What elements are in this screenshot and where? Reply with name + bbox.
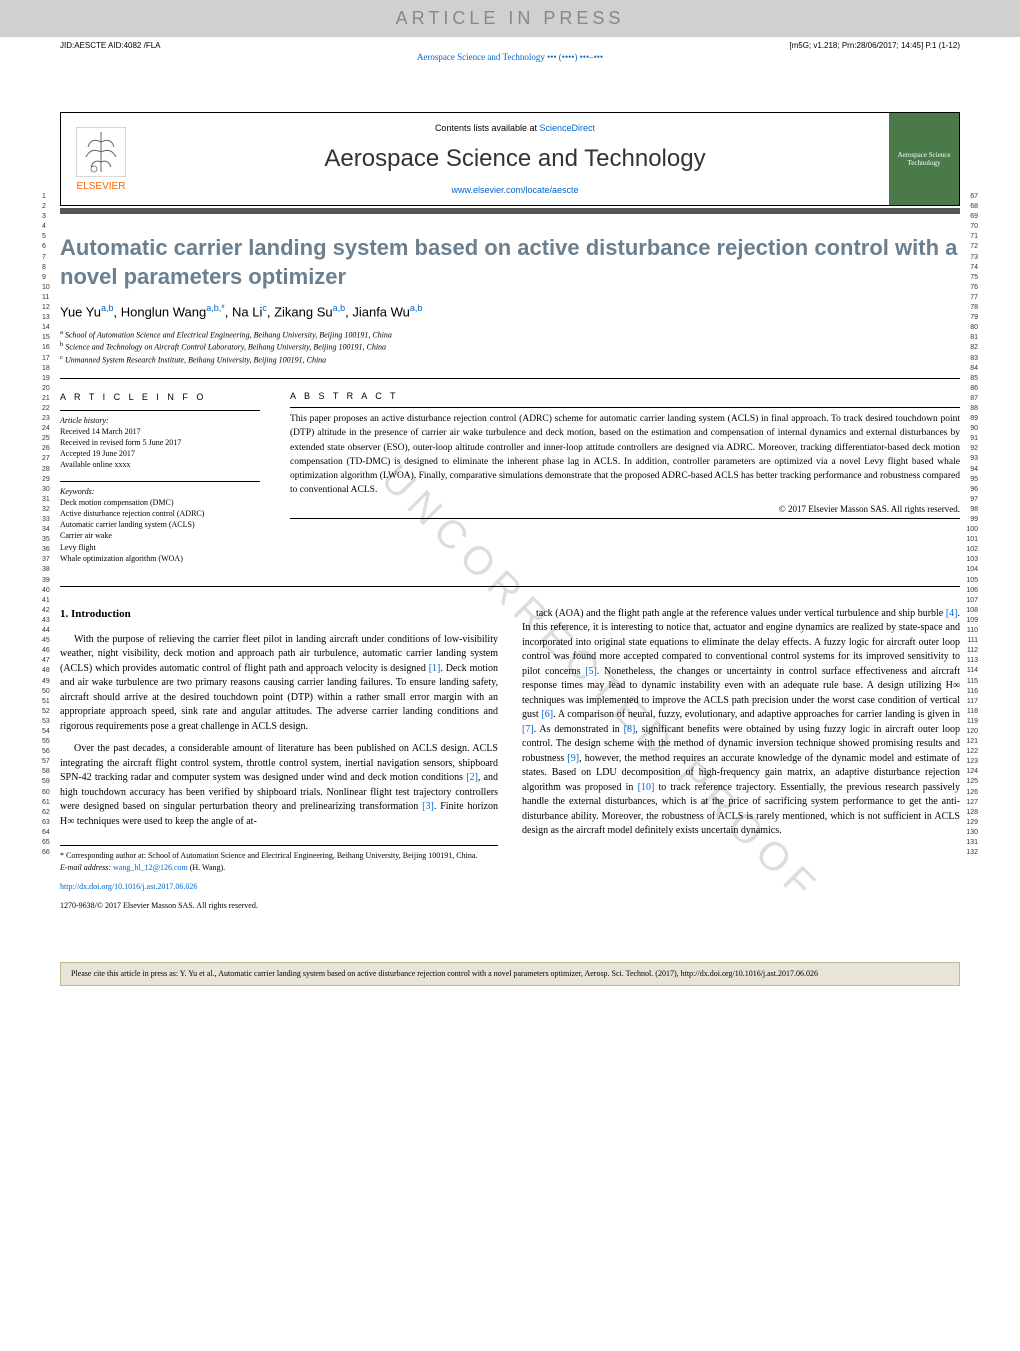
accepted: Accepted 19 June 2017 (60, 448, 260, 459)
intro-heading: 1. Introduction (60, 607, 498, 623)
article-info-header: A R T I C L E I N F O (60, 391, 260, 404)
email-link[interactable]: wang_hl_12@126.com (113, 863, 188, 872)
doi-line: http://dx.doi.org/10.1016/j.ast.2017.06.… (60, 881, 498, 893)
abstract-text: This paper proposes an active disturbanc… (290, 412, 960, 498)
journal-name: Aerospace Science and Technology (151, 145, 879, 173)
divider (60, 378, 960, 379)
journal-center: Contents lists available at ScienceDirec… (141, 113, 889, 205)
affiliations: a School of Automation Science and Elect… (60, 328, 960, 367)
history-block: Article history: Received 14 March 2017 … (60, 410, 260, 471)
cover-text: Aerospace Science Technology (889, 147, 959, 172)
history-label: Article history: (60, 415, 260, 426)
received: Received 14 March 2017 (60, 426, 260, 437)
cite-box: Please cite this article in press as: Y.… (60, 962, 960, 986)
right-column: tack (AOA) and the flight path angle at … (522, 607, 960, 912)
elsevier-logo: ELSEVIER (61, 113, 141, 205)
body-columns: 1. Introduction With the purpose of reli… (60, 607, 960, 912)
m5g: [m5G; v1.218; Prn:28/06/2017; 14:45] P.1… (789, 41, 960, 50)
corr-author: * Corresponding author at: School of Aut… (60, 850, 498, 861)
keywords-label: Keywords: (60, 486, 260, 497)
elsevier-text: ELSEVIER (77, 181, 126, 192)
revised: Received in revised form 5 June 2017 (60, 437, 260, 448)
authors: Yue Yua,b, Honglun Wanga,b,*, Na Lic, Zi… (60, 303, 960, 319)
article-in-press-bar: ARTICLE IN PRESS (0, 0, 1020, 37)
keywords-block: Keywords: Deck motion compensation (DMC)… (60, 481, 260, 564)
body-divider (60, 586, 960, 587)
journal-header: ELSEVIER Contents lists available at Sci… (60, 112, 960, 206)
left-column: 1. Introduction With the purpose of reli… (60, 607, 498, 912)
info-abstract-row: A R T I C L E I N F O Article history: R… (60, 391, 960, 574)
journal-url[interactable]: www.elsevier.com/locate/aescte (151, 185, 879, 195)
article-info: A R T I C L E I N F O Article history: R… (60, 391, 260, 574)
doi-link[interactable]: http://dx.doi.org/10.1016/j.ast.2017.06.… (60, 882, 197, 891)
page: 1234567891011121314151617181920212223242… (0, 62, 1020, 952)
email-line: E-mail address: wang_hl_12@126.com (H. W… (60, 862, 498, 873)
line-numbers-right: 6768697071727374757677787980818283848586… (966, 192, 978, 858)
abstract-column: A B S T R A C T This paper proposes an a… (290, 391, 960, 574)
jid: JID:AESCTE AID:4082 /FLA (60, 41, 160, 50)
journal-cover: Aerospace Science Technology (889, 113, 959, 205)
article-title: Automatic carrier landing system based o… (60, 234, 960, 291)
online: Available online xxxx (60, 459, 260, 470)
thick-bar (60, 208, 960, 214)
abstract-header: A B S T R A C T (290, 391, 960, 401)
contents-line: Contents lists available at ScienceDirec… (151, 123, 879, 133)
para1: With the purpose of relieving the carrie… (60, 633, 498, 735)
copyright: © 2017 Elsevier Masson SAS. All rights r… (290, 504, 960, 514)
para3: tack (AOA) and the flight path angle at … (522, 607, 960, 839)
abstract-divider-bottom (290, 518, 960, 519)
meta-row: JID:AESCTE AID:4082 /FLA [m5G; v1.218; P… (0, 41, 1020, 50)
para2: Over the past decades, a considerable am… (60, 742, 498, 829)
footnote: * Corresponding author at: School of Aut… (60, 845, 498, 872)
issn-line: 1270-9638/© 2017 Elsevier Masson SAS. Al… (60, 900, 498, 912)
sciencedirect-link[interactable]: ScienceDirect (540, 123, 596, 133)
elsevier-tree-icon (76, 127, 126, 177)
journal-link-top: Aerospace Science and Technology ••• (••… (0, 52, 1020, 62)
keywords-list: Deck motion compensation (DMC)Active dis… (60, 497, 260, 564)
line-numbers-left: 1234567891011121314151617181920212223242… (42, 192, 50, 858)
abstract-divider (290, 407, 960, 408)
